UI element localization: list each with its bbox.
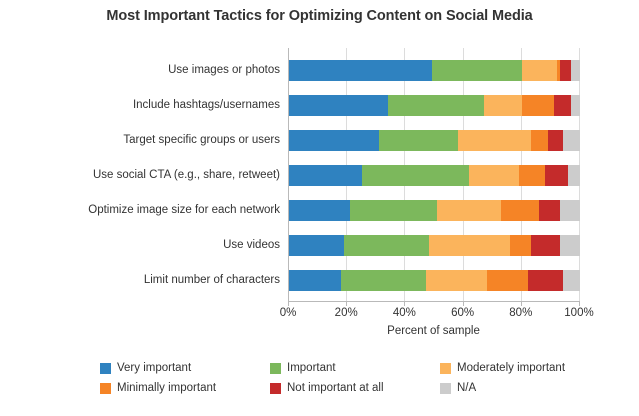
bar-segment[interactable]	[350, 200, 438, 221]
x-tick-label: 40%	[392, 307, 416, 319]
bar-segment[interactable]	[344, 235, 429, 256]
bar-segment[interactable]	[547, 130, 563, 151]
legend-label: N/A	[457, 382, 477, 394]
bar-segment[interactable]	[518, 165, 546, 186]
bar-segment[interactable]	[571, 60, 580, 81]
bar-row[interactable]	[289, 165, 580, 186]
bar-segment[interactable]	[341, 270, 426, 291]
bar-segment[interactable]	[571, 95, 580, 116]
y-axis-label: Use social CTA (e.g., share, retweet)	[92, 169, 280, 181]
bar-row[interactable]	[289, 200, 580, 221]
bar-row[interactable]	[289, 130, 580, 151]
y-axis-label: Use videos	[223, 239, 280, 251]
bar-segment[interactable]	[428, 235, 511, 256]
bar-segment[interactable]	[501, 200, 540, 221]
legend-item[interactable]: Not important at all	[270, 380, 384, 396]
legend-swatch-icon	[440, 362, 451, 374]
x-tick-label: 60%	[451, 307, 475, 319]
bar-segment[interactable]	[539, 200, 560, 221]
bar-segment[interactable]	[486, 270, 528, 291]
bar-segment[interactable]	[556, 60, 560, 81]
legend-swatch-icon	[440, 382, 451, 394]
x-axis-ticks: 0% 20% 40% 60% 80% 100%	[280, 302, 594, 326]
bar-segment[interactable]	[559, 200, 580, 221]
bar-segment[interactable]	[568, 165, 580, 186]
x-tick-mark	[404, 302, 406, 306]
bar-segment[interactable]	[431, 60, 522, 81]
legend-swatch-icon	[270, 382, 281, 394]
bar-segment[interactable]	[437, 200, 502, 221]
y-axis-label: Use images or photos	[168, 64, 280, 76]
bar-segment[interactable]	[387, 95, 484, 116]
bar-segment[interactable]	[289, 95, 388, 116]
bar-segment[interactable]	[553, 95, 572, 116]
bar-row[interactable]	[289, 60, 580, 81]
bar-segment[interactable]	[510, 235, 531, 256]
bar-segment[interactable]	[425, 270, 487, 291]
bar-segment[interactable]	[527, 270, 563, 291]
bar-segment[interactable]	[289, 165, 362, 186]
bar-segment[interactable]	[559, 60, 572, 81]
legend-label: Very important	[117, 362, 192, 374]
legend-swatch-icon	[100, 382, 111, 394]
legend-label: Moderately important	[457, 362, 566, 374]
bar-segment[interactable]	[521, 95, 554, 116]
bar-segment[interactable]	[289, 60, 432, 81]
x-axis-title: Percent of sample	[387, 325, 480, 337]
legend-label: Not important at all	[287, 382, 384, 394]
bar-segment[interactable]	[289, 235, 345, 256]
legend-label: Important	[287, 362, 336, 374]
legend-item[interactable]: Minimally important	[100, 380, 216, 396]
x-tick-mark	[520, 302, 522, 306]
bar-row[interactable]	[289, 235, 580, 256]
legend-label: Minimally important	[117, 382, 217, 394]
bar-segment[interactable]	[457, 130, 531, 151]
bar-segment[interactable]	[562, 130, 580, 151]
x-tick-label: 0%	[279, 307, 297, 319]
legend-swatch-icon	[270, 362, 281, 374]
y-axis-label: Limit number of characters	[143, 274, 280, 286]
bar-segment[interactable]	[361, 165, 470, 186]
x-tick-mark	[579, 302, 580, 306]
legend-item[interactable]: N/A	[440, 380, 476, 396]
chart-title: Most Important Tactics for Optimizing Co…	[106, 8, 533, 24]
x-tick-mark	[462, 302, 464, 306]
bar-row[interactable]	[289, 270, 580, 291]
legend-swatch-icon	[100, 362, 111, 374]
bar-segment[interactable]	[530, 130, 548, 151]
bar-segment[interactable]	[469, 165, 519, 186]
bar-segment[interactable]	[289, 130, 380, 151]
legend-item[interactable]: Moderately important	[440, 360, 565, 376]
legend-item[interactable]: Very important	[100, 360, 191, 376]
plot-area	[288, 48, 580, 301]
y-axis-label: Target specific groups or users	[123, 134, 280, 146]
x-tick-label: 100%	[564, 307, 594, 319]
bar-segment[interactable]	[289, 270, 342, 291]
bar-segment[interactable]	[545, 165, 569, 186]
bar-row[interactable]	[289, 95, 580, 116]
y-axis-label: Optimize image size for each network	[88, 204, 280, 216]
legend-item[interactable]: Important	[270, 360, 336, 376]
x-tick-mark	[346, 302, 348, 306]
chart-legend: Very important Important Moderately import…	[100, 360, 600, 404]
x-tick-label: 20%	[334, 307, 358, 319]
x-tick-label: 80%	[509, 307, 533, 319]
bar-segment[interactable]	[379, 130, 458, 151]
bar-segment[interactable]	[530, 235, 560, 256]
y-axis-label: Include hashtags/usernames	[132, 99, 280, 111]
y-axis-labels: Use images or photos Include hashtags/use…	[0, 48, 288, 301]
bar-segment[interactable]	[521, 60, 557, 81]
bar-segment[interactable]	[559, 235, 580, 256]
bar-segment[interactable]	[483, 95, 522, 116]
bar-segment[interactable]	[289, 200, 351, 221]
x-axis-line	[288, 301, 580, 302]
x-tick-mark	[288, 302, 289, 306]
bar-segment[interactable]	[562, 270, 580, 291]
